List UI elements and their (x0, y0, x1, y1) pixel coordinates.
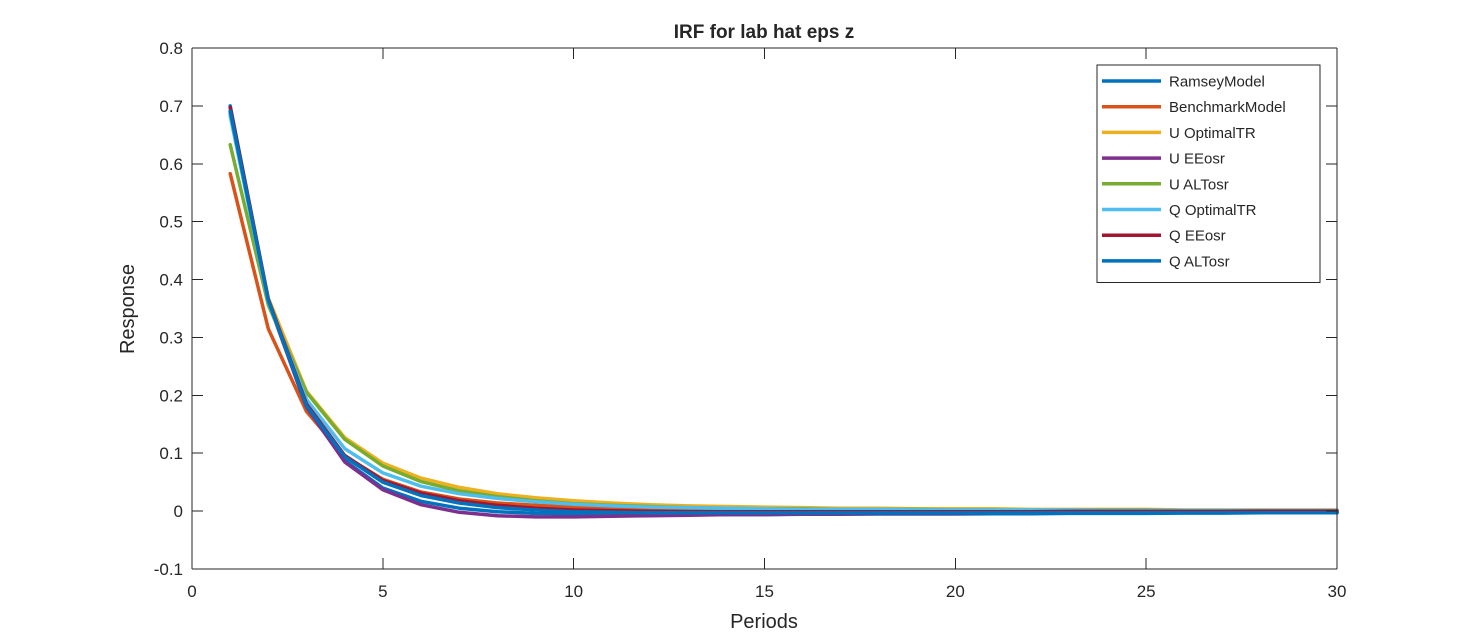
legend: RamseyModel BenchmarkModel U OptimalTR U EE… (1096, 64, 1321, 284)
y-ticks: -0.1 0 0.1 0.2 0.3 0.4 0.5 0.6 0.7 0.8 (154, 39, 1337, 579)
y-tick-label: 0.2 (159, 386, 183, 405)
x-tick-label: 30 (1328, 582, 1347, 601)
legend-box (1096, 64, 1321, 284)
legend-label-u-optimaltr: U OptimalTR (1169, 125, 1256, 142)
legend-label-u-eeosr: U EEosr (1169, 151, 1225, 168)
y-tick-label: -0.1 (154, 560, 183, 579)
legend-label-q-altosr: Q ALTosr (1169, 253, 1230, 270)
x-tick-label: 15 (755, 582, 774, 601)
legend-label-q-optimaltr: Q OptimalTR (1169, 202, 1257, 219)
x-ticks: 0 5 10 15 20 25 30 (187, 48, 1346, 601)
legend-label-u-altosr: U ALTosr (1169, 176, 1229, 193)
legend-label-ramseymodel: RamseyModel (1169, 74, 1265, 91)
x-tick-label: 5 (378, 582, 387, 601)
y-tick-label: 0.3 (159, 328, 183, 347)
y-tick-label: 0.8 (159, 39, 183, 58)
y-tick-label: 0.5 (159, 213, 183, 232)
series-line-q-altosr (228, 109, 1339, 515)
x-tick-label: 10 (564, 582, 583, 601)
x-tick-label: 25 (1137, 582, 1156, 601)
y-axis-label: Response (117, 264, 139, 354)
y-tick-label: 0.1 (159, 444, 183, 463)
x-tick-label: 20 (946, 582, 965, 601)
y-tick-label: 0 (174, 502, 183, 521)
legend-label-benchmarkmodel: BenchmarkModel (1169, 99, 1286, 116)
x-axis-label: Periods (730, 611, 798, 633)
y-tick-label: 0.4 (159, 271, 183, 290)
plot-area (228, 104, 1339, 519)
x-tick-label: 0 (187, 582, 196, 601)
chart-title: IRF for lab hat eps z (674, 22, 855, 43)
y-tick-label: 0.6 (159, 155, 183, 174)
y-tick-label: 0.7 (159, 97, 183, 116)
legend-label-q-eeosr: Q EEosr (1169, 228, 1226, 245)
